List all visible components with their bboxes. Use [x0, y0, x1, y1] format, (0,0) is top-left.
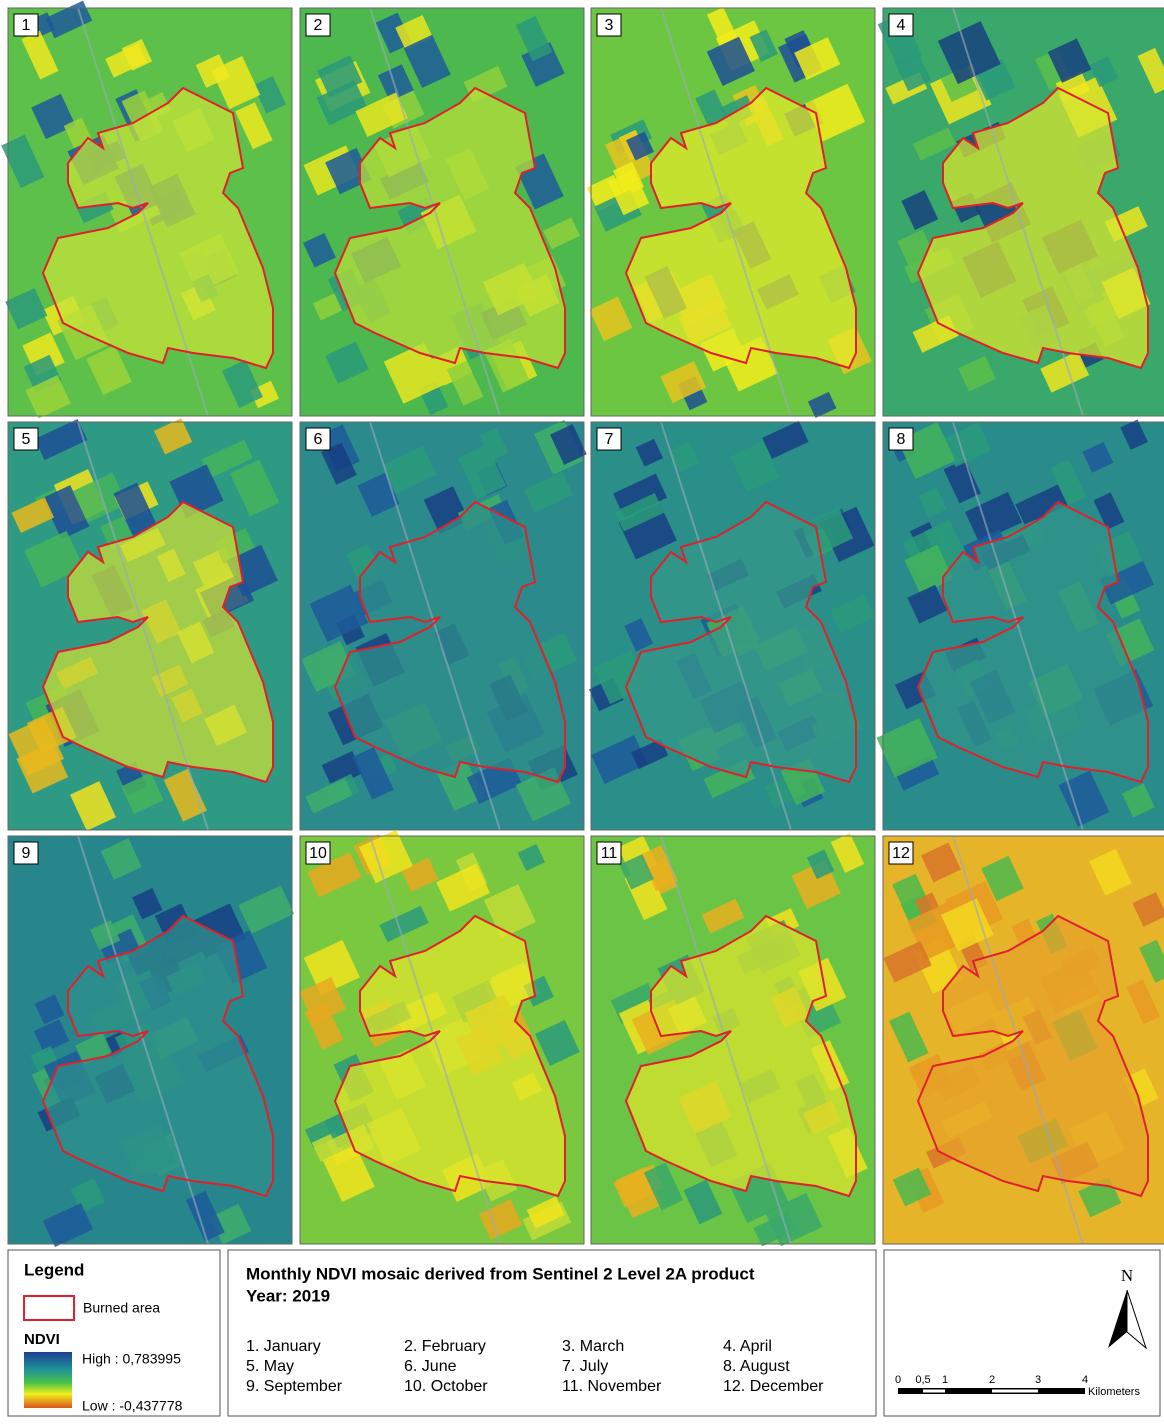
month-item: 7. July [562, 1358, 608, 1375]
map-panel: 3 [587, 7, 875, 418]
map-panel: 1 [1, 1, 292, 419]
month-item: 8. August [723, 1358, 790, 1375]
map-panel: 10 [299, 830, 584, 1244]
ndvi-low: Low : -0,437778 [82, 1398, 183, 1414]
map-panel: 9 [8, 836, 294, 1247]
map-panel: 2 [300, 8, 584, 416]
ndvi-ramp [24, 1352, 72, 1408]
panel-label: 1 [22, 17, 31, 34]
title-line2: Year: 2019 [246, 1286, 330, 1305]
panel-label: 8 [897, 431, 906, 448]
panel-label: 12 [892, 845, 910, 862]
map-panel: 11 [591, 833, 875, 1246]
ndvi-high: High : 0,783995 [82, 1351, 181, 1367]
map-panel: 4 [878, 8, 1164, 416]
scale-bar-segment [923, 1390, 945, 1393]
month-item: 9. September [246, 1378, 343, 1395]
ndvi-title: NDVI [24, 1331, 60, 1348]
month-item: 2. February [404, 1338, 486, 1355]
scale-tick-label: 0 [895, 1374, 901, 1386]
scale-tick-label: 2 [989, 1374, 995, 1386]
map-panel: 8 [876, 420, 1164, 830]
panel-label: 11 [601, 845, 618, 862]
month-item: 4. April [723, 1338, 772, 1355]
panel-label: 5 [22, 431, 31, 448]
month-item: 1. January [246, 1338, 321, 1355]
map-panel: 5 [8, 418, 292, 831]
title-line1: Monthly NDVI mosaic derived from Sentine… [246, 1264, 755, 1283]
scale-tick-label: 1 [942, 1374, 948, 1386]
month-item: 5. May [246, 1358, 294, 1375]
month-item: 12. December [723, 1378, 824, 1395]
panel-label: 3 [605, 17, 614, 34]
panel-label: 2 [314, 17, 323, 34]
panel-label: 4 [897, 17, 906, 34]
figure: 123456789101112 Legend Burned area NDVI … [0, 0, 1164, 1419]
panel-label: 9 [22, 845, 31, 862]
burned-area-label: Burned area [83, 1300, 160, 1316]
map-panel: 12 [883, 836, 1164, 1244]
scale-tick-label: 3 [1035, 1374, 1041, 1386]
scale-unit: Kilometers [1088, 1386, 1140, 1398]
month-item: 10. October [404, 1378, 488, 1395]
month-item: 6. June [404, 1358, 457, 1375]
month-item: 3. March [562, 1338, 624, 1355]
legend-title: Legend [24, 1260, 84, 1279]
map-panel: 6 [300, 420, 587, 830]
scale-tick-label: 0,5 [915, 1374, 930, 1386]
scale-bar-segment [992, 1390, 1038, 1393]
scale-tick-label: 4 [1082, 1374, 1088, 1386]
month-item: 11. November [562, 1378, 662, 1395]
map-panel: 7 [589, 421, 875, 830]
north-label: N [1121, 1266, 1133, 1285]
panel-label: 6 [314, 431, 323, 448]
panel-label: 7 [605, 431, 614, 448]
panel-label: 10 [309, 845, 327, 862]
